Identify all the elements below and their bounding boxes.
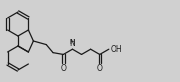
Text: N: N bbox=[69, 39, 75, 48]
Text: O: O bbox=[97, 64, 103, 73]
Text: H: H bbox=[70, 39, 75, 45]
Text: O: O bbox=[60, 64, 66, 73]
Text: OH: OH bbox=[110, 45, 122, 54]
